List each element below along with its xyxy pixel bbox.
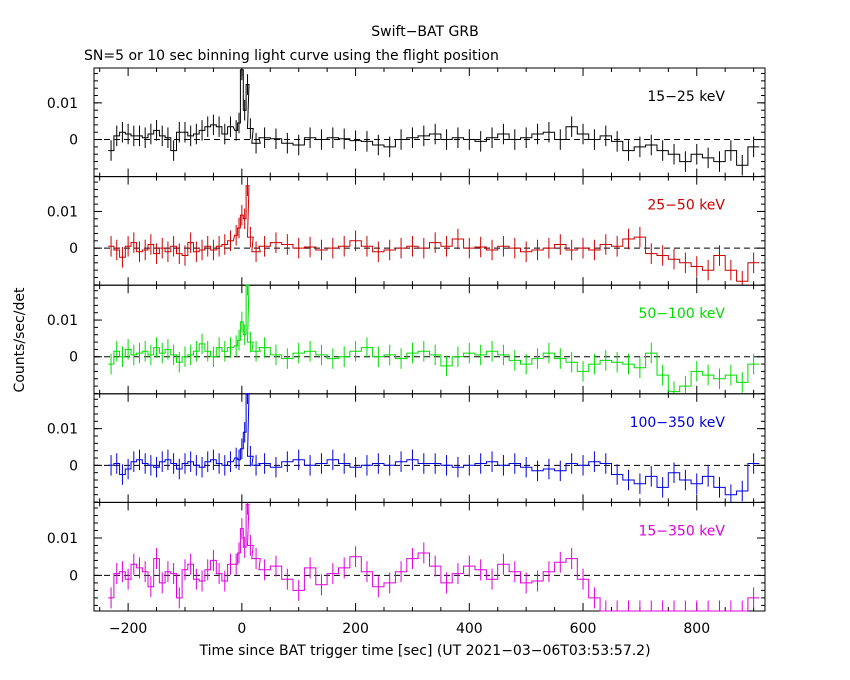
- series-line: [108, 393, 760, 496]
- series-line: [108, 284, 760, 393]
- panel-4: 0 0.01 15−350 keV: [47, 501, 766, 612]
- y-tick-label: 0: [69, 568, 78, 584]
- y-tick-label: 0.01: [47, 422, 78, 438]
- panel-3: 0 0.01 100−350 keV: [47, 393, 766, 503]
- panel-label: 50−100 keV: [638, 306, 725, 322]
- y-tick-label: 0.01: [47, 204, 78, 220]
- y-axis-label: Counts/sec/det: [12, 287, 28, 392]
- x-tick-label: −200: [109, 621, 147, 637]
- x-tick-labels: −200 0 200 400 600 800: [109, 621, 710, 637]
- y-tick-label: 0.01: [47, 96, 78, 112]
- y-tick-label: 0.01: [47, 313, 78, 329]
- panel-label: 15−350 keV: [638, 523, 725, 539]
- x-tick-label: 600: [570, 621, 597, 637]
- panel-1: 0 0.01 25−50 keV: [47, 176, 766, 286]
- panel-frame: [93, 67, 766, 178]
- x-tick-label: 0: [237, 621, 246, 637]
- panel-frame: [93, 393, 766, 503]
- panel-0: 0 0.01 15−25 keV: [47, 67, 766, 178]
- y-tick-label: 0: [69, 133, 78, 149]
- panels-group: 0 0.01 15−25 keV 0 0.01 25−50 keV 0 0.01 50−100 …: [47, 67, 766, 612]
- y-tick-label: 0.01: [47, 531, 78, 547]
- panel-frame: [93, 284, 766, 395]
- y-tick-label: 0: [69, 350, 78, 366]
- x-tick-label: 200: [342, 621, 369, 637]
- y-tick-label: 0: [69, 241, 78, 257]
- x-tick-label: 400: [456, 621, 483, 637]
- x-tick-label: 800: [683, 621, 710, 637]
- panel-label: 15−25 keV: [647, 89, 725, 105]
- chart-subtitle: SN=5 or 10 sec binning light curve using…: [84, 48, 499, 64]
- series-line: [108, 503, 760, 612]
- series-line: [108, 69, 760, 166]
- panel-label: 100−350 keV: [630, 415, 726, 431]
- panel-label: 25−50 keV: [647, 198, 725, 214]
- x-axis-label: Time since BAT trigger time [sec] (UT 20…: [198, 643, 650, 659]
- y-tick-label: 0: [69, 458, 78, 474]
- panel-frame: [93, 176, 766, 286]
- panel-frame: [93, 501, 766, 612]
- chart-title: Swift−BAT GRB: [371, 24, 478, 40]
- panel-2: 0 0.01 50−100 keV: [47, 284, 766, 395]
